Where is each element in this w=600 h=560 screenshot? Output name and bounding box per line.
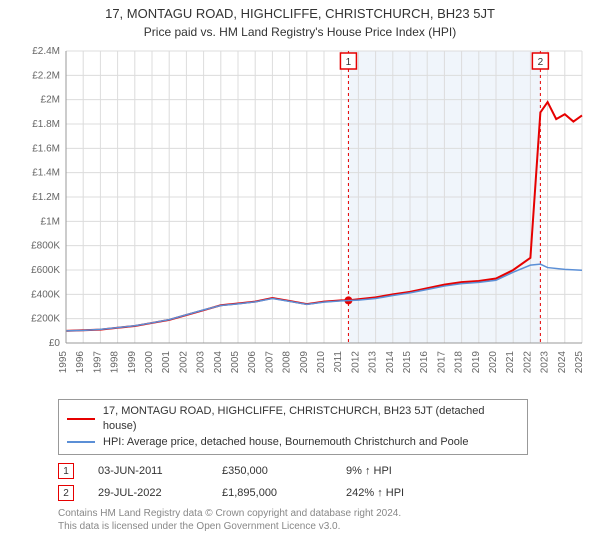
page-title: 17, MONTAGU ROAD, HIGHCLIFFE, CHRISTCHUR…: [0, 0, 600, 21]
legend-swatch-hpi: [67, 441, 95, 443]
svg-text:2007: 2007: [264, 351, 275, 374]
svg-text:£1.6M: £1.6M: [32, 143, 60, 154]
legend-label-hpi: HPI: Average price, detached house, Bour…: [103, 435, 468, 450]
svg-text:1999: 1999: [127, 351, 138, 374]
svg-text:2003: 2003: [196, 351, 207, 374]
svg-text:2017: 2017: [436, 351, 447, 374]
svg-text:2010: 2010: [316, 351, 327, 374]
event-list: 1 03-JUN-2011 £350,000 9% ↑ HPI 2 29-JUL…: [58, 463, 548, 501]
event-row: 2 29-JUL-2022 £1,895,000 242% ↑ HPI: [58, 485, 548, 501]
svg-text:£400K: £400K: [31, 289, 60, 300]
svg-text:2000: 2000: [144, 351, 155, 374]
legend: 17, MONTAGU ROAD, HIGHCLIFFE, CHRISTCHUR…: [58, 399, 528, 455]
svg-text:£1M: £1M: [41, 216, 60, 227]
legend-swatch-main: [67, 418, 95, 420]
svg-text:2011: 2011: [333, 351, 344, 373]
svg-text:£2.2M: £2.2M: [32, 70, 60, 81]
svg-text:2: 2: [538, 57, 544, 68]
event-price: £350,000: [222, 465, 322, 477]
svg-text:2021: 2021: [505, 351, 516, 374]
svg-text:2001: 2001: [161, 351, 172, 374]
event-delta: 9% ↑ HPI: [346, 465, 392, 477]
price-chart: £0 £200K £400K £600K £800K £1M £1.2M £1.4M £1.6M…: [10, 43, 590, 393]
svg-text:2004: 2004: [213, 351, 224, 374]
event-date: 29-JUL-2022: [98, 487, 198, 499]
legend-row-main: 17, MONTAGU ROAD, HIGHCLIFFE, CHRISTCHUR…: [67, 404, 519, 435]
svg-text:2025: 2025: [574, 351, 585, 374]
svg-text:£1.8M: £1.8M: [32, 119, 60, 130]
event-marker-icon: 2: [58, 485, 74, 501]
copyright-line: This data is licensed under the Open Gov…: [58, 520, 558, 533]
svg-text:2016: 2016: [419, 351, 430, 374]
chart-container: 17, MONTAGU ROAD, HIGHCLIFFE, CHRISTCHUR…: [0, 0, 600, 560]
chart-area: £0 £200K £400K £600K £800K £1M £1.2M £1.4M £1.6M…: [10, 43, 590, 393]
svg-text:2008: 2008: [282, 351, 293, 374]
legend-row-hpi: HPI: Average price, detached house, Bour…: [67, 435, 519, 450]
svg-text:2022: 2022: [522, 351, 533, 374]
page-subtitle: Price paid vs. HM Land Registry's House …: [0, 21, 600, 43]
event-delta: 242% ↑ HPI: [346, 487, 404, 499]
event-row: 1 03-JUN-2011 £350,000 9% ↑ HPI: [58, 463, 548, 479]
svg-text:£2.4M: £2.4M: [32, 46, 60, 57]
svg-text:2023: 2023: [540, 351, 551, 374]
svg-text:1996: 1996: [75, 351, 86, 374]
svg-text:£2M: £2M: [41, 95, 60, 106]
svg-text:£0: £0: [49, 338, 61, 349]
svg-text:1997: 1997: [92, 351, 103, 374]
legend-label-main: 17, MONTAGU ROAD, HIGHCLIFFE, CHRISTCHUR…: [103, 404, 519, 435]
svg-text:2019: 2019: [471, 351, 482, 374]
event-marker-icon: 1: [58, 463, 74, 479]
copyright-line: Contains HM Land Registry data © Crown c…: [58, 507, 558, 520]
svg-text:2012: 2012: [350, 351, 361, 374]
svg-text:1998: 1998: [110, 351, 121, 374]
svg-text:2002: 2002: [178, 351, 189, 374]
svg-text:2015: 2015: [402, 351, 413, 374]
svg-text:£1.2M: £1.2M: [32, 192, 60, 203]
svg-text:2013: 2013: [368, 351, 379, 374]
svg-text:2018: 2018: [454, 351, 465, 374]
svg-text:£1.4M: £1.4M: [32, 168, 60, 179]
svg-text:2020: 2020: [488, 351, 499, 374]
svg-text:1995: 1995: [58, 351, 69, 374]
svg-text:2014: 2014: [385, 351, 396, 374]
svg-text:£200K: £200K: [31, 314, 60, 325]
event-date: 03-JUN-2011: [98, 465, 198, 477]
svg-text:1: 1: [346, 57, 352, 68]
copyright: Contains HM Land Registry data © Crown c…: [58, 507, 558, 533]
svg-text:2005: 2005: [230, 351, 241, 374]
svg-text:2006: 2006: [247, 351, 258, 374]
svg-text:£800K: £800K: [31, 241, 60, 252]
svg-text:£600K: £600K: [31, 265, 60, 276]
event-price: £1,895,000: [222, 487, 322, 499]
svg-text:2009: 2009: [299, 351, 310, 374]
svg-text:2024: 2024: [557, 351, 568, 374]
